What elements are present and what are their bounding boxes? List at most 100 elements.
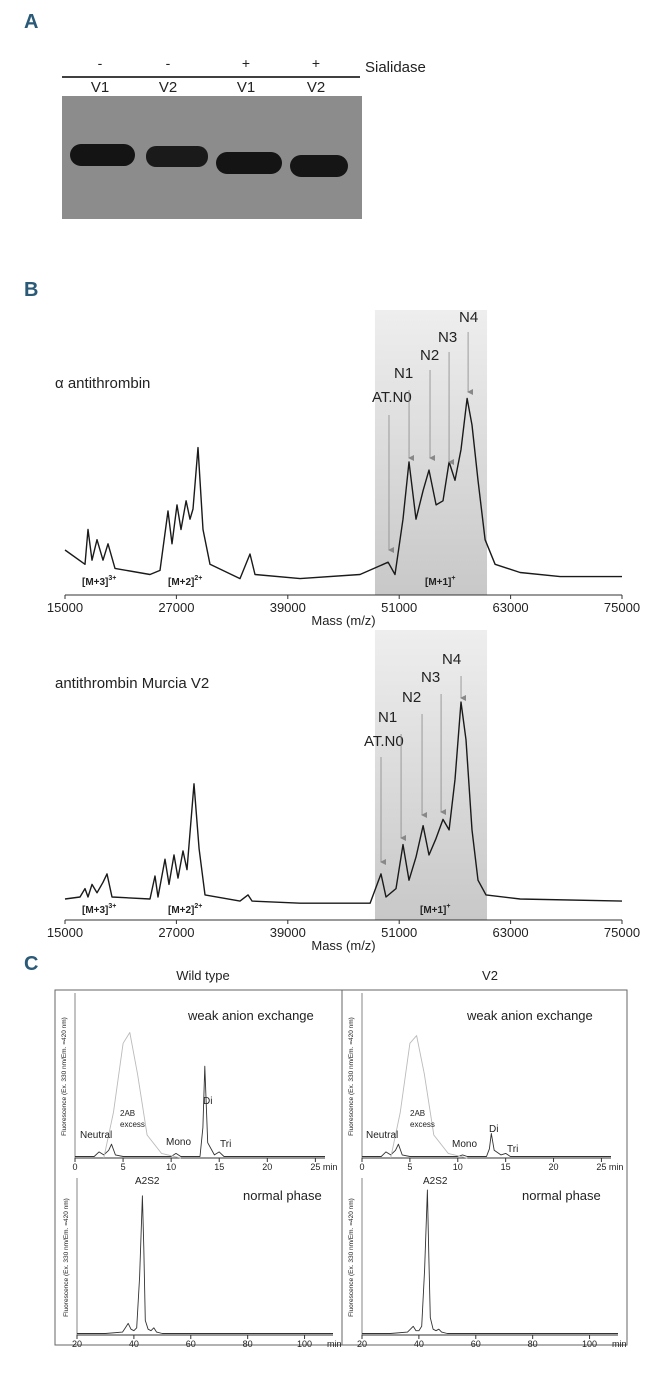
band: [146, 146, 208, 167]
treatment-sign: +: [312, 55, 320, 71]
x-tick-label: 63000: [493, 600, 529, 615]
trace: [64, 701, 623, 904]
peak-label: N2: [420, 347, 439, 364]
panel-label: C: [24, 953, 38, 975]
annotation: 2AB: [410, 1109, 425, 1118]
annotation: Tri: [507, 1144, 518, 1155]
x-tick-label: 25 min: [596, 1162, 623, 1172]
x-tick-label: 15: [501, 1162, 511, 1172]
y-axis-label: Fluorescence (Ex. 330 nm/Em. =420 nm): [348, 1198, 355, 1317]
x-tick-label: 40: [414, 1339, 424, 1349]
band: [290, 155, 348, 177]
lane-label: V2: [159, 79, 177, 96]
x-tick-label: 100: [582, 1339, 597, 1349]
peak-label: N1: [378, 709, 397, 726]
x-tick-label: 20: [357, 1339, 367, 1349]
x-tick-label: 10: [166, 1162, 176, 1172]
x-tick-label: 5: [121, 1162, 126, 1172]
x-tick-label: 15: [214, 1162, 224, 1172]
trace: [362, 1189, 618, 1334]
charge-label: [M+2]2+: [168, 575, 202, 588]
x-tick-label: 39000: [270, 600, 306, 615]
x-tick-label: 0: [72, 1162, 77, 1172]
band: [70, 144, 135, 166]
y-axis-label: Fluorescence (Ex. 330 nm/Em. =420 nm): [348, 1017, 355, 1136]
column-title: Wild type: [176, 968, 229, 983]
x-axis-label: Mass (m/z): [311, 938, 375, 953]
lane-label: V2: [307, 79, 325, 96]
trace: [103, 1032, 181, 1159]
panel-frame: [54, 989, 628, 1346]
y-axis-label: Fluorescence (Ex. 330 nm/Em. =420 nm): [61, 1017, 68, 1136]
column-title: V2: [482, 968, 498, 983]
x-axis-label: min: [327, 1339, 342, 1349]
charge-text: [M+2]: [168, 577, 194, 588]
x-tick-label: 5: [407, 1162, 412, 1172]
peak-label: N4: [459, 309, 478, 326]
x-tick-label: 0: [359, 1162, 364, 1172]
annotation: normal phase: [243, 1188, 322, 1203]
peak-label: AT.N0: [372, 389, 412, 406]
chart-title: antithrombin Murcia V2: [55, 675, 209, 692]
trace: [64, 397, 622, 580]
charge-sup: 3+: [108, 575, 116, 582]
annotation: Neutral: [80, 1130, 112, 1141]
annotation: excess: [120, 1120, 145, 1129]
annotation: excess: [410, 1120, 435, 1129]
annotation: weak anion exchange: [187, 1008, 314, 1023]
charge-label: [M+3]3+: [82, 575, 116, 588]
charge-sup: 2+: [194, 903, 202, 910]
peak-label: N1: [394, 365, 413, 382]
x-tick-label: 40: [129, 1339, 139, 1349]
charge-label: [M+2]2+: [168, 903, 202, 916]
annotation: A2S2: [423, 1176, 448, 1187]
y-axis-label: Fluorescence (Ex. 330 nm/Em. =420 nm): [63, 1198, 70, 1317]
annotation: Tri: [220, 1139, 231, 1150]
x-tick-label: 60: [471, 1339, 481, 1349]
charge-sup: 3+: [108, 903, 116, 910]
peak-label: N3: [438, 329, 457, 346]
x-tick-label: 15000: [47, 600, 83, 615]
x-tick-label: 75000: [604, 600, 640, 615]
peak-label: AT.N0: [364, 733, 404, 750]
x-tick-label: 80: [528, 1339, 538, 1349]
x-tick-label: 39000: [270, 925, 306, 940]
charge-sup: +: [451, 575, 455, 582]
annotation: Mono: [166, 1137, 191, 1148]
x-tick-label: 20: [549, 1162, 559, 1172]
lane-label: V1: [237, 79, 255, 96]
x-tick-label: 27000: [158, 925, 194, 940]
x-tick-label: 60: [186, 1339, 196, 1349]
charge-text: [M+2]: [168, 905, 194, 916]
x-tick-label: 51000: [381, 600, 417, 615]
panel-label: A: [24, 11, 38, 33]
x-tick-label: 20: [72, 1339, 82, 1349]
x-tick-label: 75000: [604, 925, 640, 940]
trace: [390, 1035, 468, 1159]
charge-sup: +: [446, 903, 450, 910]
annotation: Mono: [452, 1139, 477, 1150]
charge-sup: 2+: [194, 575, 202, 582]
charge-text: [M+1]: [425, 577, 451, 588]
charge-label: [M+1]+: [425, 575, 456, 588]
treatment-label: Sialidase: [365, 59, 426, 76]
annotation: weak anion exchange: [466, 1008, 593, 1023]
annotation: normal phase: [522, 1188, 601, 1203]
trace: [362, 1133, 611, 1157]
annotation: Di: [489, 1124, 498, 1135]
x-tick-label: 100: [297, 1339, 312, 1349]
treatment-sign: +: [242, 55, 250, 71]
x-tick-label: 80: [243, 1339, 253, 1349]
x-axis-label: min: [612, 1339, 627, 1349]
charge-text: [M+1]: [420, 905, 446, 916]
annotation: Di: [203, 1096, 212, 1107]
panel-label: B: [24, 279, 38, 301]
annotation: A2S2: [135, 1176, 160, 1187]
peak-label: N2: [402, 689, 421, 706]
x-tick-label: 51000: [381, 925, 417, 940]
x-tick-label: 20: [262, 1162, 272, 1172]
lane-label: V1: [91, 79, 109, 96]
chart-title: α antithrombin: [55, 375, 150, 392]
x-tick-label: 27000: [158, 600, 194, 615]
charge-text: [M+3]: [82, 577, 108, 588]
